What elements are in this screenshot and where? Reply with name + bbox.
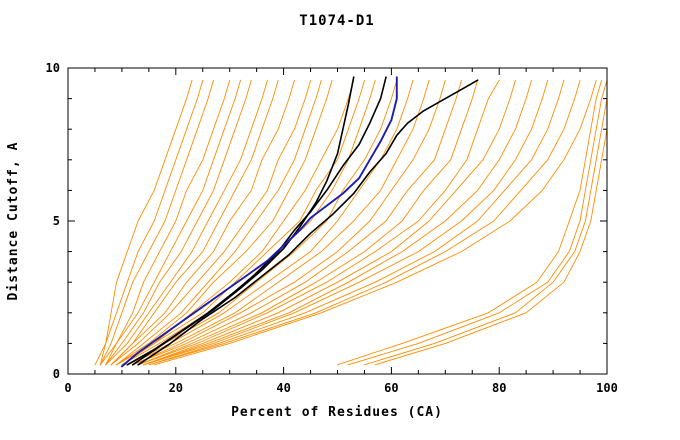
- ensemble-curve: [337, 79, 603, 366]
- reference-curve-black: [131, 76, 355, 366]
- ensemble-curve: [94, 79, 193, 366]
- ensemble-curve: [105, 79, 241, 366]
- ensemble-curve: [143, 79, 549, 366]
- ensemble-curve: [347, 79, 608, 366]
- ensemble-curve: [110, 79, 312, 366]
- ensemble-curve: [105, 79, 252, 366]
- ensemble-curve: [110, 79, 295, 366]
- ensemble-curve: [126, 79, 414, 366]
- ensemble-curve: [132, 79, 446, 366]
- axis-layer: 0 20 40 60 80 100 0 5 10: [46, 61, 618, 395]
- ensemble-curve: [143, 79, 532, 366]
- ensemble-curve: [116, 79, 322, 366]
- y-tick-label: 10: [46, 61, 60, 75]
- ensemble-curve: [99, 79, 231, 366]
- ensemble-curve: [153, 79, 597, 366]
- ensemble-curve: [126, 79, 430, 366]
- ensemble-curve: [116, 79, 333, 366]
- ensemble-curve: [143, 79, 516, 366]
- ensemble-curve: [110, 79, 279, 366]
- ensemble-curve: [99, 79, 214, 366]
- curves-layer: [94, 76, 608, 368]
- ensemble-curve: [364, 79, 608, 366]
- reference-curve-blue: [120, 76, 398, 368]
- ensemble-curve: [99, 79, 204, 366]
- ensemble-curve: [121, 79, 365, 366]
- chart-title: T1074-D1: [299, 13, 374, 29]
- x-tick-label: 40: [276, 381, 290, 395]
- ensemble-curve: [137, 79, 500, 366]
- ensemble-curve: [126, 79, 398, 366]
- ensemble-curve: [148, 79, 581, 366]
- ensemble-curve: [148, 79, 565, 366]
- ensemble-curve: [121, 79, 376, 366]
- y-tick-label: 5: [53, 214, 60, 228]
- x-tick-label: 20: [169, 381, 183, 395]
- x-tick-label: 100: [596, 381, 618, 395]
- y-axis-label: Distance Cutoff, A: [6, 142, 21, 301]
- ensemble-curve: [105, 79, 268, 366]
- reference-curve-black: [137, 79, 479, 366]
- x-tick-label: 60: [384, 381, 398, 395]
- x-tick-label: 80: [492, 381, 506, 395]
- x-axis-label: Percent of Residues (CA): [231, 405, 443, 420]
- x-tick-label: 0: [64, 381, 71, 395]
- ensemble-curve: [132, 79, 462, 366]
- y-tick-label: 0: [53, 367, 60, 381]
- reference-curve-black: [126, 76, 387, 366]
- ensemble-curve: [137, 79, 479, 366]
